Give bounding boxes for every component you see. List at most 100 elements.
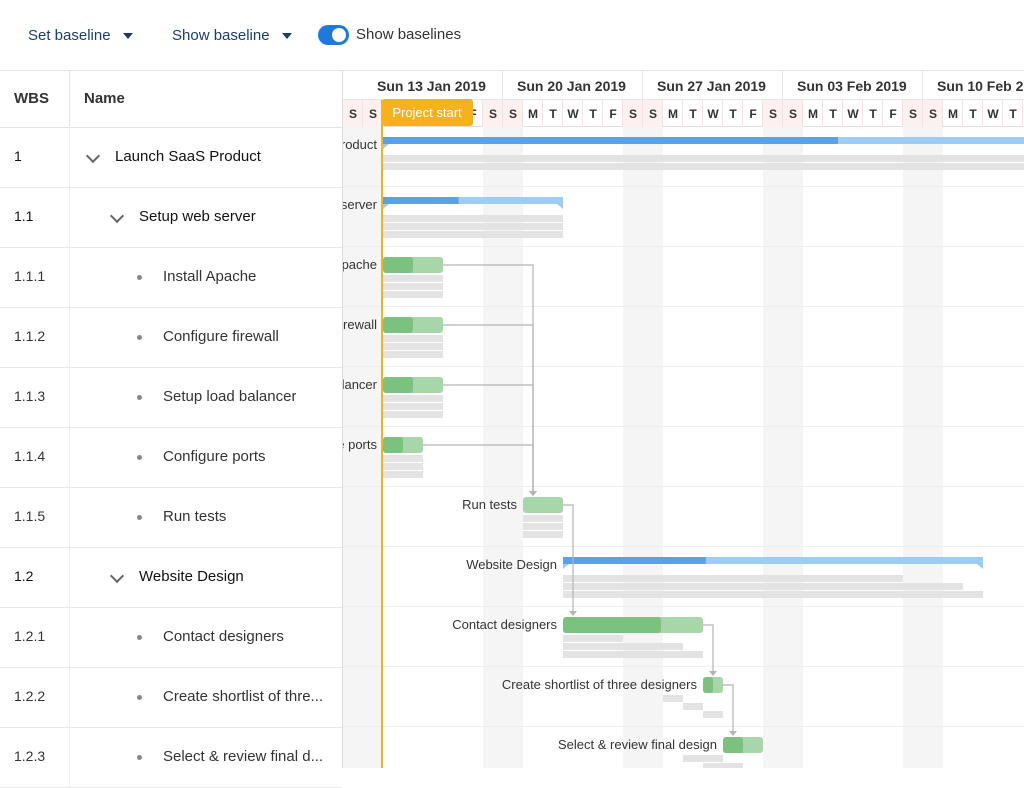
summary-bar[interactable] bbox=[383, 137, 1024, 149]
weekend-day-cell bbox=[643, 100, 663, 127]
chevron-down-icon[interactable] bbox=[109, 568, 125, 584]
table-row[interactable]: 1.1.2 Configure firewall bbox=[0, 307, 342, 368]
baseline-bar bbox=[383, 343, 443, 350]
day-letter: S bbox=[349, 107, 357, 121]
day-letter: S bbox=[369, 107, 377, 121]
toggle-knob bbox=[332, 28, 346, 42]
weekend-day-cell bbox=[923, 100, 943, 127]
week-label: Sun 10 Feb 2019 bbox=[937, 78, 1024, 94]
table-row[interactable]: 1.2.3 Select & review final d... bbox=[0, 727, 342, 788]
dependency-line bbox=[423, 444, 534, 495]
column-divider bbox=[69, 187, 70, 247]
day-letter: S bbox=[769, 107, 777, 121]
dependency-arrow bbox=[569, 611, 577, 616]
baseline-bar bbox=[383, 351, 443, 358]
baseline-bar bbox=[563, 643, 683, 650]
baseline-bar bbox=[383, 411, 443, 418]
table-row[interactable]: 1.1.5 Run tests bbox=[0, 487, 342, 548]
task-name: Contact designers bbox=[163, 628, 284, 645]
weekend-column bbox=[783, 127, 803, 768]
table-row[interactable]: 1.2 Website Design bbox=[0, 547, 342, 608]
baseline-bar bbox=[383, 215, 563, 222]
task-bar[interactable] bbox=[383, 257, 443, 273]
task-bar[interactable] bbox=[563, 617, 703, 633]
task-bar-progress bbox=[383, 377, 413, 393]
wbs-cell: 1.2.3 bbox=[14, 748, 46, 764]
table-row[interactable]: 1.1.3 Setup load balancer bbox=[0, 367, 342, 428]
table-row[interactable]: 1.2.2 Create shortlist of thre... bbox=[0, 667, 342, 728]
show-baseline-button[interactable]: Show baseline bbox=[172, 24, 292, 46]
baseline-bar bbox=[383, 275, 443, 282]
bullet-icon bbox=[137, 695, 142, 700]
baseline-bar bbox=[703, 711, 723, 718]
table-row[interactable]: 1.1.1 Install Apache bbox=[0, 247, 342, 308]
task-bar-progress bbox=[383, 437, 403, 453]
baseline-bar bbox=[383, 283, 443, 290]
task-bar-label: Contact designers bbox=[452, 617, 557, 632]
table-row[interactable]: 1 Launch SaaS Product bbox=[0, 127, 342, 188]
summary-bar[interactable] bbox=[383, 197, 563, 209]
chevron-down-icon[interactable] bbox=[85, 148, 101, 164]
show-baseline-label: Show baseline bbox=[172, 26, 270, 44]
baseline-bar bbox=[383, 471, 423, 478]
wbs-cell: 1.1.5 bbox=[14, 508, 46, 524]
task-bar-progress bbox=[703, 677, 713, 693]
weekend-day-cell bbox=[783, 100, 803, 127]
show-baselines-toggle[interactable] bbox=[318, 25, 349, 45]
wbs-cell: 1.1.1 bbox=[14, 268, 46, 284]
caret-down-icon bbox=[281, 33, 292, 39]
week-label: Sun 03 Feb 2019 bbox=[797, 78, 907, 94]
weekend-column bbox=[643, 127, 663, 768]
dependency-arrow bbox=[729, 731, 737, 736]
baseline-bar bbox=[523, 515, 563, 522]
task-bar[interactable] bbox=[383, 317, 443, 333]
baseline-bar bbox=[563, 575, 903, 582]
gantt-chart: Sun 13 Jan 2019 Sun 20 Jan 2019 Sun 27 Jan… bbox=[343, 71, 1024, 768]
caret-down-icon bbox=[122, 33, 133, 39]
column-divider bbox=[69, 487, 70, 547]
wbs-cell: 1.1.4 bbox=[14, 448, 46, 464]
weekend-column bbox=[483, 127, 503, 768]
weekend-day-cell bbox=[903, 100, 923, 127]
task-bar[interactable] bbox=[523, 497, 563, 513]
wbs-cell: 1.2.1 bbox=[14, 628, 46, 644]
day-letter: T bbox=[869, 107, 877, 121]
baseline-bar bbox=[383, 455, 423, 462]
summary-bar[interactable] bbox=[563, 557, 983, 569]
day-letter: M bbox=[808, 107, 818, 121]
table-row[interactable]: 1.1.4 Configure ports bbox=[0, 427, 342, 488]
day-letter: S bbox=[929, 107, 937, 121]
day-letter: T bbox=[549, 107, 557, 121]
weekend-day-cell bbox=[623, 100, 643, 127]
task-bar[interactable] bbox=[383, 437, 423, 453]
task-bar-label: Select & review final design bbox=[558, 737, 717, 752]
wbs-column-header[interactable]: WBS bbox=[14, 90, 49, 107]
day-letter: M bbox=[668, 107, 678, 121]
baseline-bar bbox=[663, 695, 683, 702]
task-bar[interactable] bbox=[383, 377, 443, 393]
task-bar[interactable] bbox=[703, 677, 723, 693]
day-letter: M bbox=[948, 107, 958, 121]
table-row[interactable]: 1.1 Setup web server bbox=[0, 187, 342, 248]
baseline-bar bbox=[683, 755, 723, 762]
bullet-icon bbox=[137, 275, 142, 280]
baseline-bar bbox=[563, 583, 963, 590]
column-divider bbox=[69, 727, 70, 787]
project-start-flag[interactable] bbox=[382, 99, 473, 126]
gantt-svg: Sun 13 Jan 2019 Sun 20 Jan 2019 Sun 27 Jan… bbox=[343, 71, 1024, 768]
task-bar-progress bbox=[723, 737, 743, 753]
summary-bar-progress bbox=[383, 197, 459, 204]
day-letter: F bbox=[609, 107, 616, 121]
wbs-cell: 1.1.2 bbox=[14, 328, 46, 344]
baseline-bar bbox=[383, 403, 443, 410]
name-column-header[interactable]: Name bbox=[84, 90, 125, 107]
wbs-cell: 1.2.2 bbox=[14, 688, 46, 704]
set-baseline-button[interactable]: Set baseline bbox=[28, 24, 133, 46]
chevron-down-icon[interactable] bbox=[109, 208, 125, 224]
day-letter: S bbox=[909, 107, 917, 121]
week-label: Sun 27 Jan 2019 bbox=[657, 78, 766, 94]
day-letter: W bbox=[987, 107, 999, 121]
task-bar[interactable] bbox=[723, 737, 763, 753]
table-row[interactable]: 1.2.1 Contact designers bbox=[0, 607, 342, 668]
column-divider bbox=[69, 607, 70, 667]
